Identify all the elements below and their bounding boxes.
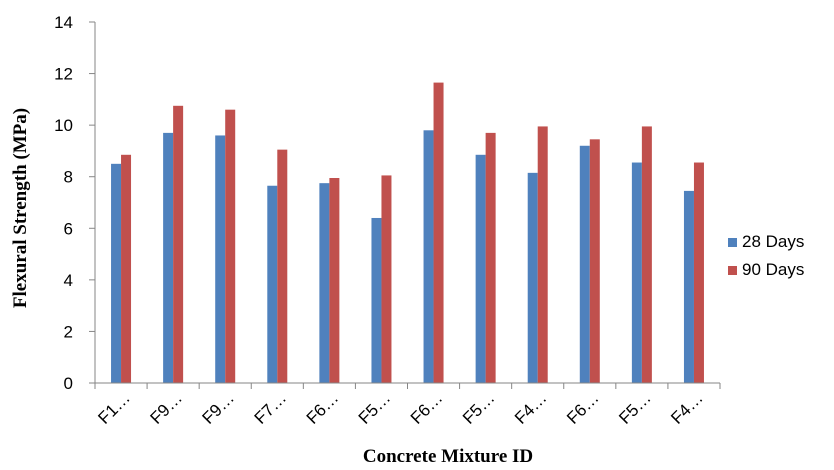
x-tick-label: F9… bbox=[199, 388, 238, 427]
bar-90-days bbox=[121, 154, 132, 383]
bar-90-days bbox=[277, 149, 288, 383]
legend-swatch bbox=[728, 266, 737, 275]
x-tick-label: F5… bbox=[355, 388, 394, 427]
x-tick-label: F5… bbox=[459, 388, 498, 427]
bar-28-days bbox=[475, 154, 486, 383]
bar-28-days bbox=[683, 190, 694, 383]
x-tick-label: F4… bbox=[511, 388, 550, 427]
bar-28-days bbox=[319, 183, 330, 383]
y-tick-label: 12 bbox=[54, 65, 73, 84]
x-tick-label: F7… bbox=[251, 388, 290, 427]
x-tick-label: F9… bbox=[146, 388, 185, 427]
y-tick-label: 6 bbox=[64, 219, 73, 238]
bar-90-days bbox=[537, 126, 548, 384]
bar-28-days bbox=[163, 132, 174, 383]
x-tick-label: F4… bbox=[667, 388, 706, 427]
y-tick-label: 0 bbox=[64, 374, 73, 393]
x-tick-label: F1… bbox=[94, 388, 133, 427]
bar-90-days bbox=[225, 109, 236, 384]
bar-28-days bbox=[527, 172, 538, 383]
legend: 28 Days 90 Days bbox=[728, 232, 804, 279]
bar-90-days bbox=[173, 105, 184, 383]
bars bbox=[111, 82, 704, 384]
bar-90-days bbox=[433, 82, 444, 383]
bar-28-days bbox=[423, 130, 434, 383]
y-tick-label: 2 bbox=[64, 322, 73, 341]
bar-28-days bbox=[631, 162, 642, 383]
y-axis-title: Flexural Strength (MPa) bbox=[10, 108, 31, 308]
bar-90-days bbox=[589, 139, 600, 383]
bar-90-days bbox=[381, 175, 392, 383]
bar-90-days bbox=[329, 178, 340, 383]
bar-28-days bbox=[215, 135, 226, 383]
bar-28-days bbox=[267, 185, 278, 383]
bar-28-days bbox=[371, 217, 382, 383]
legend-swatch bbox=[728, 238, 737, 247]
x-tick-label: F5… bbox=[615, 388, 654, 427]
y-axis-ticks: 0 2 4 6 8 10 12 14 bbox=[54, 13, 95, 393]
bar-90-days bbox=[693, 162, 704, 383]
x-tick-label: F6… bbox=[563, 388, 602, 427]
legend-label: 28 Days bbox=[742, 232, 804, 251]
bar-90-days bbox=[641, 126, 652, 384]
y-tick-label: 14 bbox=[54, 13, 73, 32]
x-axis-ticks: F1… F9… F9… F7… F6… F5… F6… F5… F4… F6… F5… F4… bbox=[94, 383, 721, 428]
bar-90-days bbox=[485, 132, 496, 383]
y-tick-label: 10 bbox=[54, 116, 73, 135]
y-tick-label: 4 bbox=[64, 271, 73, 290]
x-tick-label: F6… bbox=[407, 388, 446, 427]
legend-label: 90 Days bbox=[742, 260, 804, 279]
x-axis-title: Concrete Mixture ID bbox=[363, 446, 533, 467]
bar-28-days bbox=[111, 163, 122, 383]
bar-28-days bbox=[579, 145, 590, 383]
y-tick-label: 8 bbox=[64, 168, 73, 187]
x-tick-label: F6… bbox=[303, 388, 342, 427]
